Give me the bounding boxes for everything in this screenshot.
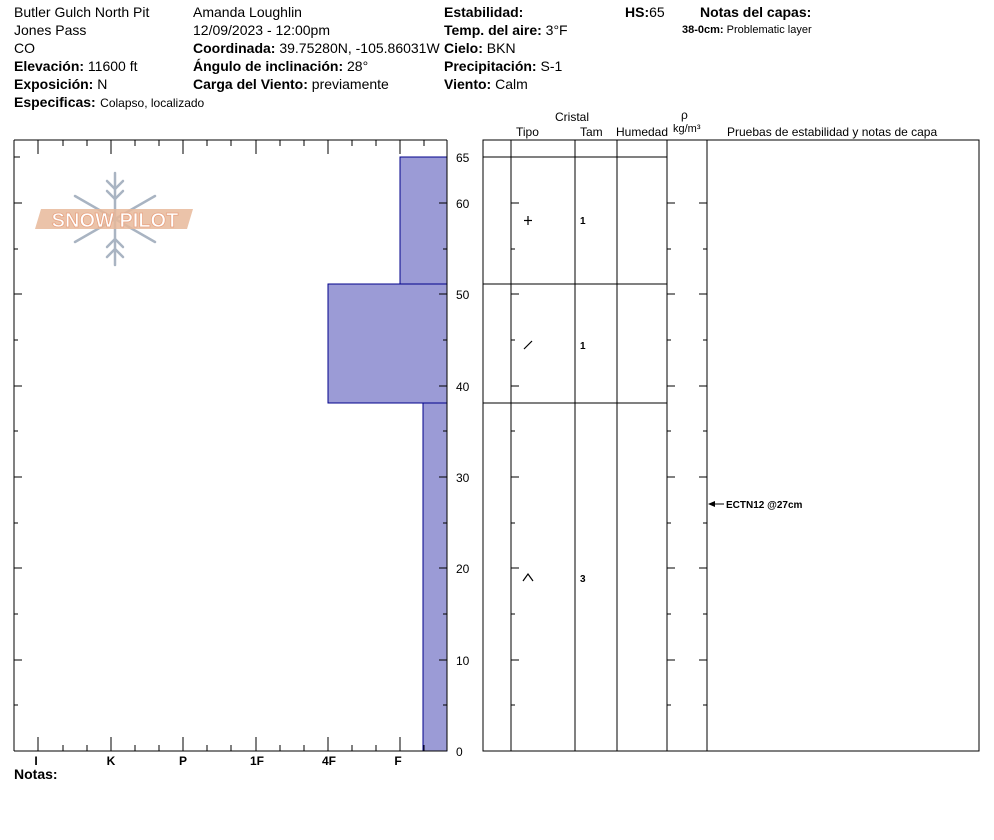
size-header: Tam	[580, 125, 603, 139]
hardness-label-p: P	[179, 754, 187, 768]
hardness-label-4f: 4F	[322, 754, 336, 768]
slash-icon	[523, 340, 533, 350]
notes-label: Notas:	[14, 766, 58, 782]
air-temp-value: 3°F	[545, 22, 568, 38]
sky-value: BKN	[486, 40, 516, 56]
stability: Estabilidad:	[444, 4, 523, 20]
left-depth-ticks	[14, 156, 22, 706]
aspect-label: Exposición:	[14, 76, 94, 92]
hardness-label-f: F	[394, 754, 401, 768]
table-frame	[482, 139, 980, 752]
depth-label-60: 60	[456, 197, 470, 211]
precip-label: Precipitación:	[444, 58, 537, 74]
area-name: Jones Pass	[14, 22, 87, 38]
state: CO	[14, 40, 35, 56]
type-header: Tipo	[516, 125, 539, 139]
datetime: 12/09/2023 - 12:00pm	[193, 22, 330, 38]
hs-label: HS:	[625, 4, 650, 20]
grain-size-column: 1 1 3	[580, 216, 586, 585]
crystal-header: Cristal	[555, 110, 590, 124]
hs-value: 65	[649, 4, 665, 20]
precip-value: S-1	[540, 58, 563, 74]
tests-header: Pruebas de estabilidad y notas de capa	[727, 125, 938, 139]
hardness-layer-1	[399, 156, 448, 285]
slope-label: Ángulo de inclinación:	[193, 58, 344, 74]
depth-label-65: 65	[456, 151, 470, 165]
sky-label: Cielo:	[444, 40, 483, 56]
moisture-header: Humedad	[616, 125, 669, 139]
layer-notes-label: Notas del capas:	[700, 4, 812, 20]
density-unit-header: kg/m³	[673, 123, 701, 135]
wind-load-value: previamente	[311, 76, 389, 92]
pit-name: Butler Gulch North Pit	[14, 4, 150, 20]
hardness-label-k: K	[107, 754, 116, 768]
hardness-labels: I K P 1F 4F F	[34, 754, 401, 768]
specifics-value: Colapso, localizado	[100, 96, 205, 110]
depth-labels: 65 60 50 40 30 20 10 0	[456, 151, 470, 759]
air-temp: Temp. del aire: 3°F	[444, 22, 568, 38]
snow-height: HS:65	[625, 4, 665, 20]
grain-size-layer-3: 3	[580, 574, 586, 585]
test-result: ECTN12 @27cm	[726, 500, 803, 511]
coordinates-value: 39.75280N, -105.86031W	[279, 40, 440, 56]
wind-value: Calm	[495, 76, 528, 92]
grain-size-layer-1: 1	[580, 216, 586, 227]
coordinates-label: Coordinada:	[193, 40, 276, 56]
wind: Viento: Calm	[444, 76, 528, 92]
grain-size-layer-2: 1	[580, 341, 586, 352]
layer-note-depth: 38-0cm:	[682, 24, 724, 36]
depth-label-0: 0	[456, 745, 463, 759]
wind-load-label: Carga del Viento:	[193, 76, 308, 92]
precipitation: Precipitación: S-1	[444, 58, 562, 74]
right-depth-ticks	[439, 202, 447, 706]
air-temp-label: Temp. del aire:	[444, 22, 542, 38]
observer: Amanda Loughlin	[193, 4, 302, 20]
layer-table: 1 1 3 ECTN12 @27cm	[482, 139, 980, 752]
grain-type-column	[522, 216, 534, 582]
depth-label-50: 50	[456, 288, 470, 302]
depth-label-30: 30	[456, 471, 470, 485]
hardness-label-1f: 1F	[250, 754, 264, 768]
hardness-layer-3	[422, 402, 448, 752]
layer-note: 38-0cm: Problematic layer	[682, 24, 812, 36]
logo-text: SNOW PILOT	[52, 210, 179, 232]
slope-angle: Ángulo de inclinación: 28°	[193, 58, 368, 74]
elevation-value: 11600 ft	[87, 58, 138, 74]
rho-header: ρ	[681, 108, 688, 122]
table-depth-ticks	[511, 202, 707, 706]
wind-loading: Carga del Viento: previamente	[193, 76, 389, 92]
hardness-label-i: I	[34, 754, 37, 768]
plus-icon	[524, 216, 532, 225]
coordinates: Coordinada: 39.75280N, -105.86031W	[193, 40, 440, 56]
logo-banner	[35, 209, 193, 229]
arrow-left-icon	[708, 501, 715, 507]
depth-label-10: 10	[456, 654, 470, 668]
aspect: Exposición: N	[14, 76, 107, 92]
slope-value: 28°	[347, 58, 369, 74]
elevation: Elevación: 11600 ft	[14, 58, 137, 74]
specifics: Especificas: Colapso, localizado	[14, 94, 204, 112]
hardness-profile: 65 60 50 40 30 20 10 0 I K P 1F 4F F	[13, 139, 470, 768]
layer-note-text: Problematic layer	[726, 24, 812, 36]
stability-test-row: ECTN12 @27cm	[708, 500, 803, 511]
sky: Cielo: BKN	[444, 40, 516, 56]
snowpilot-logo: SNOW PILOT	[35, 171, 193, 267]
depth-label-20: 20	[456, 562, 470, 576]
hardness-ticks	[37, 140, 425, 751]
aspect-value: N	[97, 76, 108, 92]
hardness-layer-2	[327, 283, 448, 404]
specifics-label: Especificas:	[14, 94, 96, 110]
depth-label-40: 40	[456, 380, 470, 394]
wind-label: Viento:	[444, 76, 492, 92]
stability-label: Estabilidad:	[444, 4, 524, 20]
caret-icon	[522, 572, 534, 582]
elevation-label: Elevación:	[14, 58, 85, 74]
